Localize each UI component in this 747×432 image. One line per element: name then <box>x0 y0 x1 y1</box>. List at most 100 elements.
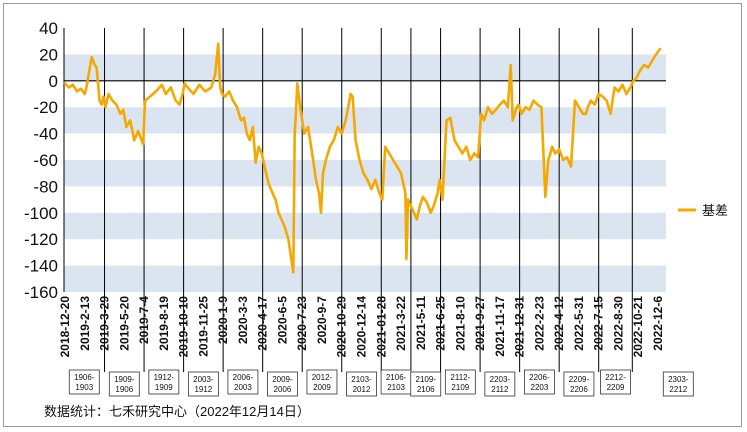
contract-label: 2212- <box>605 373 626 382</box>
y-tick-label: -140 <box>24 257 58 276</box>
contract-label: 2006 <box>274 385 292 394</box>
contract-box <box>563 371 595 397</box>
contract-box <box>410 371 442 397</box>
contract-label: 2209 <box>607 383 625 392</box>
x-tick-label: 2021-5-11 <box>414 296 428 350</box>
grid-band <box>64 212 666 240</box>
x-tick-label: 2020-7-23 <box>295 296 309 351</box>
x-tick-label: 2020-9-7 <box>315 296 329 344</box>
contract-box <box>68 369 100 395</box>
x-tick-label: 2019-7-4 <box>137 296 151 344</box>
contract-label: 2106 <box>417 385 435 394</box>
contract-label: 2206 <box>570 385 588 394</box>
x-tick-label: 2020-1-9 <box>216 296 230 344</box>
contract-label: 2109 <box>451 383 469 392</box>
x-tick-label: 2021-6-25 <box>434 296 448 351</box>
y-tick-label: 40 <box>39 19 58 38</box>
contract-box <box>524 369 555 395</box>
contract-label: 2106- <box>386 373 407 382</box>
x-tick-label: 2018-12-20 <box>58 296 72 358</box>
x-tick-label: 2022-12-6 <box>651 296 665 351</box>
x-tick-label: 2019-3-29 <box>98 296 112 351</box>
contract-label: 1906 <box>115 385 133 394</box>
x-tick-label: 2022-7-15 <box>592 296 606 351</box>
contract-label: 2112- <box>450 373 470 382</box>
x-tick-label: 2019-2-13 <box>78 296 92 351</box>
y-tick-label: -60 <box>33 151 58 170</box>
x-tick-label: 2020-6-5 <box>275 296 289 344</box>
x-tick-label: 2022-4-12 <box>552 296 566 351</box>
contract-box <box>108 371 140 397</box>
contract-label: 2009- <box>272 375 293 384</box>
contract-box <box>187 371 219 397</box>
x-tick-label: 2020-4-17 <box>256 296 270 351</box>
contract-label: 1909 <box>155 383 173 392</box>
contract-box <box>346 371 377 397</box>
contract-label: 2206- <box>529 373 550 382</box>
contract-box <box>148 369 180 395</box>
contract-label: 2103 <box>387 383 405 392</box>
contract-label: 2009 <box>313 383 331 392</box>
x-tick-label: 2022-8-30 <box>611 296 625 351</box>
x-tick-label: 2021-9-27 <box>473 296 487 351</box>
contract-box <box>380 369 412 395</box>
x-tick-label: 2022-2-23 <box>532 296 546 351</box>
chart-frame <box>3 3 742 427</box>
contract-label: 1912 <box>194 385 212 394</box>
contract-box <box>662 371 694 397</box>
x-tick-label: 2019-11-25 <box>196 296 210 357</box>
y-tick-label: -120 <box>24 230 58 249</box>
grid-band <box>64 107 666 134</box>
contract-box <box>306 369 338 395</box>
y-axis-ticks: 40 20 0 -20 -40 -60 -80 -100 -120 -140 -160 <box>24 19 666 302</box>
x-tick-label: 2021-12-31 <box>513 296 527 358</box>
y-tick-label: -20 <box>33 98 58 117</box>
contract-label: 2112 <box>491 385 509 394</box>
series-basis <box>63 42 662 274</box>
contract-label: 2012- <box>312 373 333 382</box>
contract-label: 2203 <box>531 383 549 392</box>
contract-label: 2109- <box>416 375 437 384</box>
plot-bands <box>64 54 666 292</box>
x-tick-label: 2022-5-31 <box>572 296 586 351</box>
series-line-basis <box>63 42 662 274</box>
contract-label: 2303- <box>668 375 689 384</box>
legend-label: 基差 <box>702 203 728 218</box>
x-tick-label: 2021-01-28 <box>374 296 388 358</box>
contract-label: 1903 <box>75 383 93 392</box>
x-tick-label: 2022-10-21 <box>631 296 645 358</box>
legend: 基差 <box>678 203 728 218</box>
source-note: 数据统计：七禾研究中心（2022年12月14日） <box>44 404 310 419</box>
contract-box <box>484 371 516 397</box>
grid-band <box>64 54 666 81</box>
x-tick-label: 2019-10-10 <box>177 296 191 358</box>
contract-box <box>444 369 476 395</box>
contract-label: 1906- <box>74 373 95 382</box>
x-tick-label: 2021-3-22 <box>394 296 408 351</box>
contract-box <box>227 369 259 395</box>
contract-label: 2203- <box>490 375 511 384</box>
x-tick-label: 2019-5-20 <box>117 296 131 351</box>
contract-label: 1912- <box>154 373 175 382</box>
contract-label: 2012 <box>353 385 371 394</box>
x-tick-label: 2020-10-29 <box>335 296 349 358</box>
y-tick-label: -80 <box>33 177 58 196</box>
contract-period-labels: 1906-1903 1909-1906 1912-1909 2003-1912 2006… <box>68 369 694 397</box>
contract-label: 2103- <box>351 375 372 384</box>
contract-box <box>600 369 631 395</box>
contract-label: 2006- <box>233 373 254 382</box>
x-tick-label: 2019-8-19 <box>157 296 171 351</box>
contract-box <box>267 371 298 397</box>
y-tick-label: -40 <box>33 125 58 144</box>
x-axis-ticks: 2018-12-20 2019-2-13 2019-3-29 2019-5-20 201… <box>58 296 665 358</box>
y-tick-label: 0 <box>49 72 58 91</box>
contract-label: 2209- <box>569 375 590 384</box>
x-tick-label: 2020-3-3 <box>236 296 250 344</box>
y-tick-label: -100 <box>24 204 58 223</box>
grid-band <box>64 265 666 292</box>
y-tick-label: 20 <box>39 45 58 64</box>
contract-label: 1909- <box>114 375 135 384</box>
x-tick-label: 2020-12-14 <box>355 296 369 358</box>
contract-label: 2212 <box>669 385 687 394</box>
